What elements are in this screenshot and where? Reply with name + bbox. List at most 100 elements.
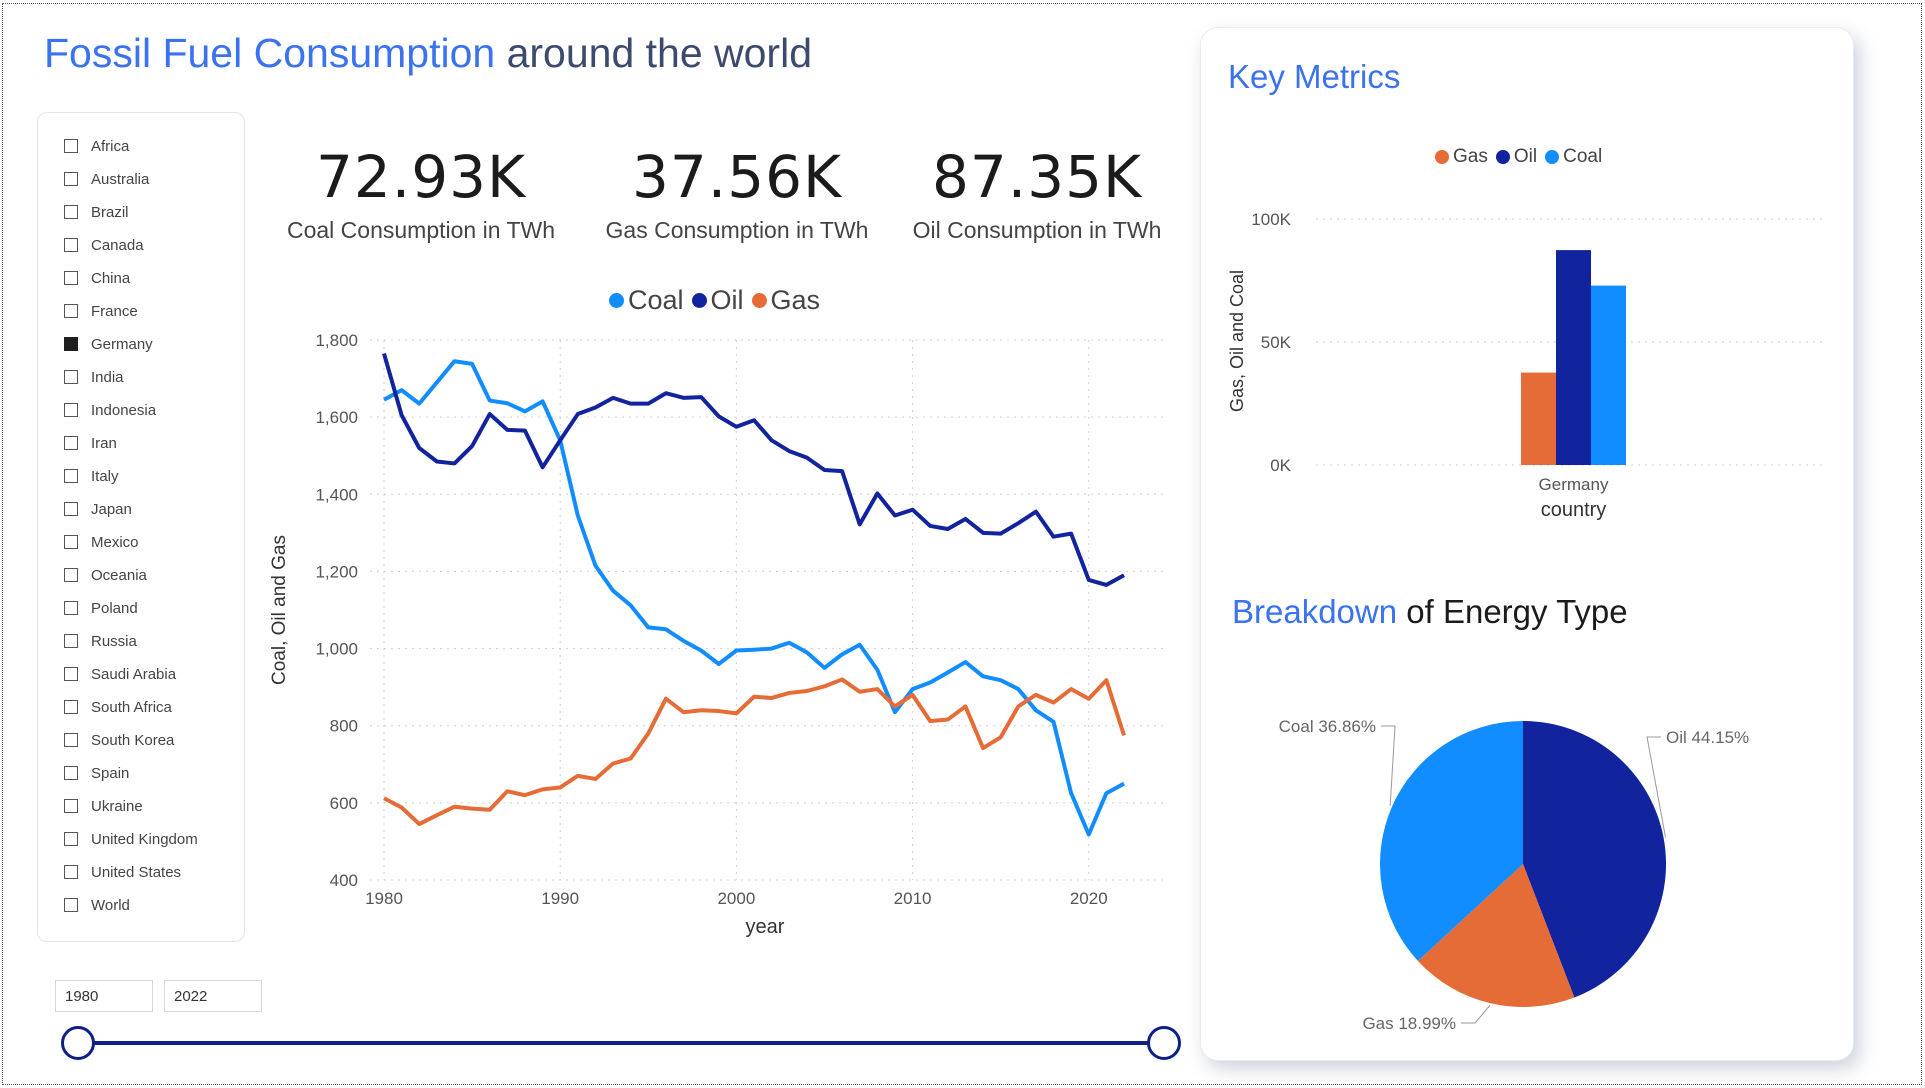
slicer-checkbox[interactable]: [64, 436, 78, 450]
slicer-checkbox[interactable]: [64, 337, 78, 351]
legend-gas-label: Gas: [770, 285, 821, 315]
slicer-item[interactable]: Canada: [64, 233, 144, 257]
bar-legend-oil-marker: [1495, 150, 1510, 164]
bar-legend-gas[interactable]: Gas: [1435, 146, 1488, 168]
pie-data-label: Oil 44.15%: [1666, 728, 1749, 747]
kpi-coal: 72.93K Coal Consumption in TWh: [276, 143, 566, 244]
x-tick-label: 2010: [894, 889, 932, 908]
slicer-item[interactable]: Ukraine: [64, 794, 143, 818]
series-line-coal[interactable]: [383, 359, 1125, 837]
slicer-item-label: South Korea: [91, 731, 175, 749]
slicer-item-label: South Africa: [91, 698, 172, 716]
x-tick-label: 1980: [365, 889, 403, 908]
year-range-track[interactable]: [78, 1041, 1164, 1045]
slicer-item[interactable]: United Kingdom: [64, 827, 198, 851]
bar-oil[interactable]: [1556, 250, 1591, 465]
slicer-item[interactable]: Italy: [64, 464, 119, 488]
slicer-item-label: Japan: [91, 500, 132, 518]
y-tick-label: 1,200: [315, 562, 358, 581]
slicer-item[interactable]: Poland: [64, 596, 138, 620]
slicer-item-label: China: [91, 269, 131, 287]
slicer-checkbox[interactable]: [64, 568, 78, 582]
slicer-item[interactable]: Australia: [64, 167, 149, 191]
slicer-item-label: Poland: [91, 599, 138, 617]
slicer-item[interactable]: South Korea: [64, 728, 174, 752]
slicer-item[interactable]: Japan: [64, 497, 132, 521]
slicer-checkbox[interactable]: [64, 403, 78, 417]
slicer-item-label: United Kingdom: [91, 830, 198, 848]
slicer-item[interactable]: United States: [64, 860, 181, 884]
slicer-checkbox[interactable]: [64, 139, 78, 153]
range-start-handle[interactable]: [61, 1026, 95, 1060]
series-line-oil[interactable]: [382, 352, 1125, 587]
slicer-checkbox[interactable]: [64, 205, 78, 219]
bar-coal[interactable]: [1591, 285, 1626, 465]
slicer-item-label: Mexico: [91, 533, 139, 551]
slicer-item[interactable]: Spain: [64, 761, 129, 785]
range-end-handle[interactable]: [1147, 1026, 1181, 1060]
slicer-checkbox[interactable]: [64, 667, 78, 681]
y-tick-label: 400: [330, 871, 358, 890]
page-title-accent: Fossil Fuel Consumption: [44, 30, 496, 76]
bar-gas[interactable]: [1521, 372, 1556, 465]
slicer-item-label: Saudi Arabia: [91, 665, 177, 683]
slicer-checkbox[interactable]: [64, 832, 78, 846]
slicer-checkbox[interactable]: [64, 370, 78, 384]
slicer-checkbox[interactable]: [64, 700, 78, 714]
legend-coal[interactable]: Coal: [609, 285, 684, 316]
legend-gas[interactable]: Gas: [751, 285, 821, 316]
slicer-checkbox[interactable]: [64, 634, 78, 648]
slicer-checkbox[interactable]: [64, 238, 78, 252]
line-chart: 400 600 800 1,000 1,200 1,400 1,600 1,800 1980 19…: [269, 331, 1165, 938]
slicer-item[interactable]: China: [64, 266, 130, 290]
slicer-item[interactable]: Oceania: [64, 563, 147, 587]
slicer-item[interactable]: Germany: [64, 332, 153, 356]
slicer-item[interactable]: India: [64, 365, 124, 389]
range-start-input[interactable]: 1980: [55, 980, 153, 1012]
slicer-checkbox[interactable]: [64, 799, 78, 813]
slicer-checkbox[interactable]: [64, 469, 78, 483]
kpi-coal-label: Coal Consumption in TWh: [286, 217, 556, 243]
slicer-item-label: World: [91, 896, 130, 914]
pie-leader-line: [1381, 725, 1396, 806]
legend-oil[interactable]: Oil: [691, 285, 744, 316]
slicer-item[interactable]: Africa: [64, 134, 129, 158]
slicer-checkbox[interactable]: [64, 304, 78, 318]
pie-slice-coal[interactable]: [1380, 721, 1523, 961]
slicer-item[interactable]: Saudi Arabia: [64, 662, 176, 686]
slicer-checkbox[interactable]: [64, 865, 78, 879]
key-metrics-heading: Key Metrics: [1228, 58, 1401, 95]
slicer-item-label: India: [91, 368, 124, 386]
slicer-item[interactable]: Iran: [64, 431, 117, 455]
bar-x-axis-title: country: [1541, 499, 1607, 521]
x-tick-label: 2000: [717, 889, 755, 908]
slicer-item[interactable]: World: [64, 893, 130, 917]
bar-y-tick-label: 50K: [1261, 333, 1292, 352]
bar-legend-coal[interactable]: Coal: [1545, 146, 1602, 168]
slicer-checkbox[interactable]: [64, 898, 78, 912]
slicer-checkbox[interactable]: [64, 502, 78, 516]
slicer-checkbox[interactable]: [64, 271, 78, 285]
bar-legend-oil[interactable]: Oil: [1495, 146, 1537, 168]
slicer-checkbox[interactable]: [64, 535, 78, 549]
slicer-item[interactable]: France: [64, 299, 138, 323]
slicer-item[interactable]: Mexico: [64, 530, 139, 554]
pie-slice-gas[interactable]: [1417, 864, 1575, 1007]
slicer-checkbox[interactable]: [64, 766, 78, 780]
y-tick-label: 600: [330, 794, 358, 813]
slicer-item-label: Iran: [91, 434, 117, 452]
slicer-item[interactable]: Brazil: [64, 200, 129, 224]
slicer-item[interactable]: Indonesia: [64, 398, 156, 422]
slicer-item-label: Russia: [91, 632, 137, 650]
slicer-checkbox[interactable]: [64, 733, 78, 747]
series-line-gas[interactable]: [383, 677, 1126, 827]
slicer-checkbox[interactable]: [64, 172, 78, 186]
slicer-item[interactable]: Russia: [64, 629, 137, 653]
y-tick-label: 800: [330, 717, 358, 736]
slicer-checkbox[interactable]: [64, 601, 78, 615]
pie-slice-oil[interactable]: [1523, 721, 1666, 998]
slicer-item-label: Italy: [91, 467, 119, 485]
country-slicer: Africa Australia Brazil Canada China France Ge…: [37, 112, 245, 942]
slicer-item[interactable]: South Africa: [64, 695, 172, 719]
range-end-input[interactable]: 2022: [164, 980, 262, 1012]
